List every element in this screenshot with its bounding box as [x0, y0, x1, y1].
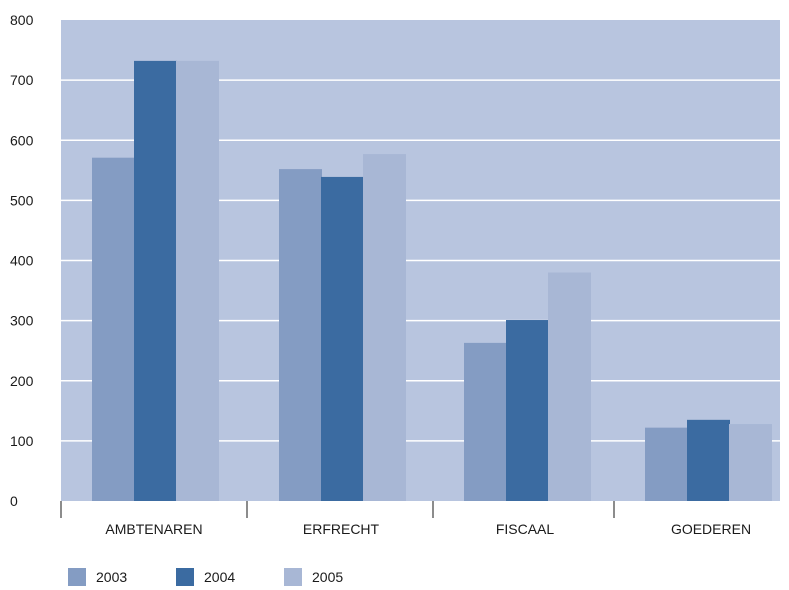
legend-swatch: [176, 568, 194, 586]
x-tick-label: GOEDEREN: [671, 521, 751, 537]
bar-ambtenaren-2004: [134, 60, 177, 501]
legend-item: 2003: [68, 568, 176, 586]
bar-ambtenaren-2003: [92, 157, 135, 501]
bar-ambtenaren-2005: [176, 60, 219, 501]
bar-fiscaal-2003: [464, 342, 507, 501]
bar-goederen-2005: [729, 424, 772, 501]
bar-fiscaal-2005: [548, 272, 591, 501]
bar-chart: 0 100 200 300 400 500 600 700 800 AMBTENAREN ERFR…: [10, 12, 780, 537]
x-tick-label: ERFRECHT: [303, 521, 380, 537]
legend-item: 2005: [284, 568, 392, 586]
legend-swatch: [68, 568, 86, 586]
y-tick-label: 500: [10, 192, 34, 208]
x-tick-label: FISCAAL: [496, 521, 555, 537]
bar-erfrecht-2005: [363, 154, 406, 502]
y-tick-label: 0: [10, 493, 18, 509]
bars: [92, 60, 772, 502]
legend-label: 2005: [312, 569, 344, 585]
y-tick-label: 600: [10, 132, 34, 148]
bar-goederen-2003: [645, 427, 688, 501]
legend-item: 2004: [176, 568, 284, 586]
bar-erfrecht-2004: [321, 176, 364, 501]
legend-swatch: [284, 568, 302, 586]
y-tick-label: 100: [10, 433, 34, 449]
legend: 2003 2004 2005: [68, 568, 392, 586]
bar-erfrecht-2003: [279, 169, 322, 502]
y-tick-label: 700: [10, 72, 34, 88]
y-tick-label: 400: [10, 253, 34, 269]
y-tick-label: 800: [10, 12, 34, 28]
y-axis-ticks: 0 100 200 300 400 500 600 700 800: [10, 12, 34, 509]
bar-fiscaal-2004: [506, 320, 549, 501]
legend-label: 2004: [204, 569, 236, 585]
legend-label: 2003: [96, 569, 128, 585]
x-axis: AMBTENAREN ERFRECHT FISCAAL GOEDEREN: [60, 501, 751, 537]
x-tick-label: AMBTENAREN: [105, 521, 202, 537]
bar-goederen-2004: [687, 419, 730, 501]
y-tick-label: 300: [10, 313, 34, 329]
y-tick-label: 200: [10, 373, 34, 389]
